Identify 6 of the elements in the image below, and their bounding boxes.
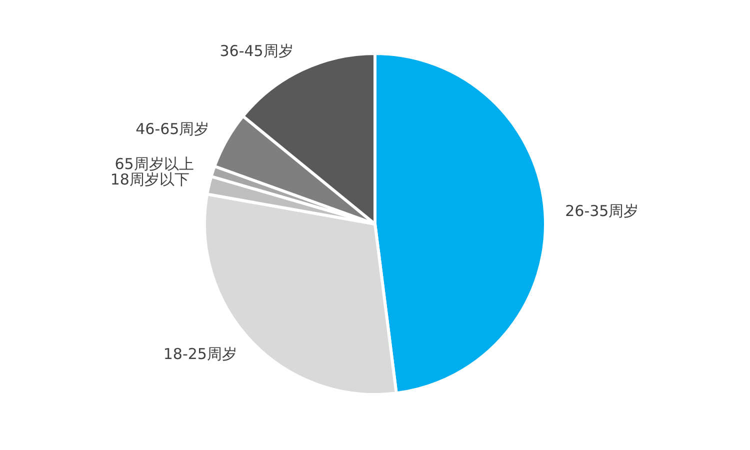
- slice-label: 18-25周岁: [163, 345, 237, 364]
- slice-label: 26-35周岁: [565, 202, 639, 220]
- slice-label: 46-65周岁: [136, 120, 210, 138]
- slice-label: 65周岁以上: [114, 155, 194, 174]
- slice-label: 18周岁以下: [110, 170, 190, 189]
- slice-label: 36-45周岁: [220, 42, 294, 60]
